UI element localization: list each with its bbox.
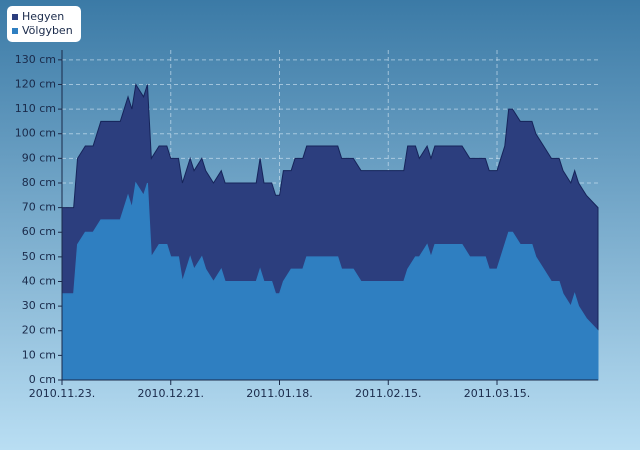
legend-swatch [12,14,18,20]
y-tick-label: 100 cm [15,127,56,140]
y-tick-label: 120 cm [15,77,56,90]
x-tick-label: 2010.12.21. [138,387,204,400]
y-tick-label: 60 cm [22,225,56,238]
y-tick-label: 20 cm [22,324,56,337]
area [61,181,599,381]
y-tick-label: 0 cm [29,373,56,386]
x-tick-label: 2011.01.18. [246,387,312,400]
y-tick-label: 10 cm [22,348,56,361]
legend-label: Hegyen [22,10,64,23]
y-tick-label: 80 cm [22,176,56,189]
y-tick-label: 40 cm [22,274,56,287]
legend-box [7,6,81,42]
y-tick-label: 70 cm [22,201,56,214]
y-tick-label: 30 cm [22,299,56,312]
y-tick-label: 130 cm [15,53,56,66]
x-tick-label: 2011.02.15. [355,387,421,400]
x-tick-label: 2011.03.15. [464,387,530,400]
legend-swatch [12,28,18,34]
y-tick-label: 50 cm [22,250,56,263]
y-tick-label: 90 cm [22,151,56,164]
y-tick-label: 110 cm [15,102,56,115]
x-tick-label: 2010.11.23. [29,387,95,400]
legend-label: Völgyben [22,24,73,37]
